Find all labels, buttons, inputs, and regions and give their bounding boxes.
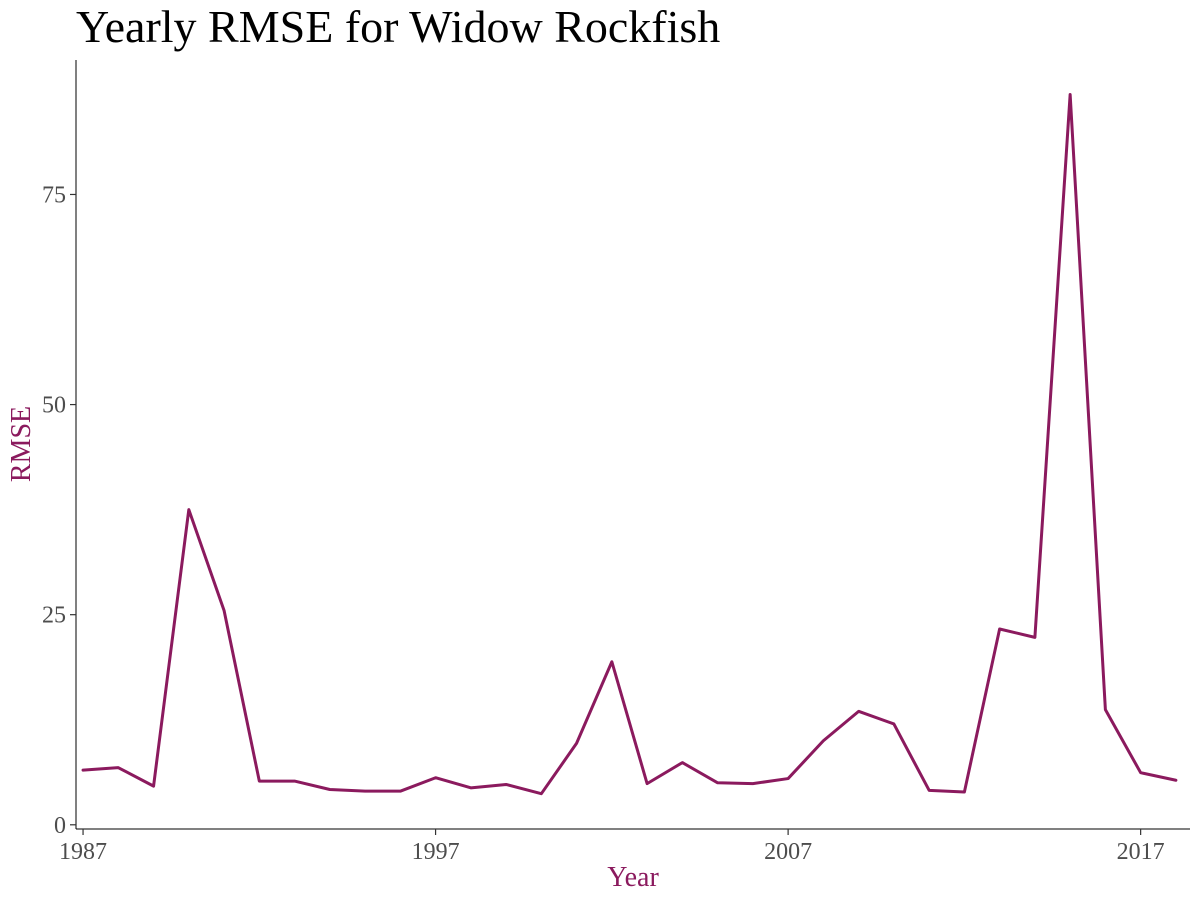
chart-title: Yearly RMSE for Widow Rockfish — [76, 1, 720, 52]
x-tick-label: 1987 — [59, 839, 107, 865]
y-tick-label: 0 — [54, 813, 66, 839]
x-tick-label: 2007 — [764, 839, 812, 865]
y-axis-ticks: 0 25 50 75 — [42, 182, 76, 839]
x-tick-label: 2017 — [1117, 839, 1165, 865]
y-axis-title: RMSE — [6, 406, 37, 482]
y-tick-label: 75 — [42, 182, 66, 208]
rmse-series-line — [81, 92, 1178, 796]
x-tick-label: 1997 — [412, 839, 460, 865]
x-axis-ticks: 1987 1997 2007 2017 — [59, 829, 1165, 865]
y-tick-label: 25 — [42, 603, 66, 629]
y-tick-label: 50 — [42, 393, 66, 419]
x-axis-title: Year — [607, 862, 659, 893]
